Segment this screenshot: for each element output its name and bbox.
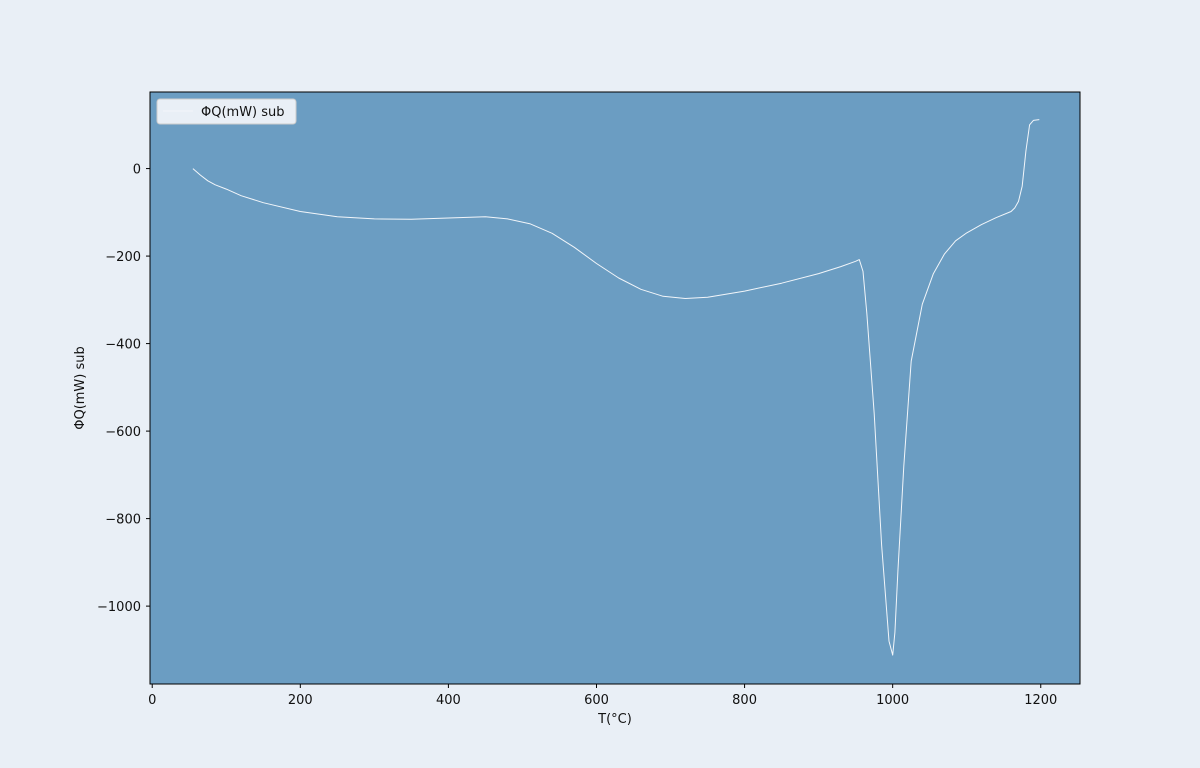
plot-area [150, 92, 1080, 684]
y-tick-label: −1000 [97, 600, 141, 615]
x-tick-label: 1000 [876, 693, 909, 708]
x-axis-label: T(°C) [597, 712, 632, 727]
x-tick-label: 1200 [1024, 693, 1057, 708]
legend: ΦQ(mW) sub [157, 99, 296, 124]
y-axis-label: ΦQ(mW) sub [73, 346, 88, 430]
x-axis-ticks: 0 200 400 600 800 1000 1200 [148, 684, 1057, 708]
y-tick-label: 0 [133, 163, 141, 178]
y-tick-label: −400 [105, 338, 141, 353]
x-tick-label: 0 [148, 693, 156, 708]
y-axis-ticks: 0 −200 −400 −600 −800 −1000 [97, 163, 150, 616]
legend-label: ΦQ(mW) sub [201, 105, 285, 120]
y-tick-label: −600 [105, 425, 141, 440]
x-tick-label: 400 [436, 693, 461, 708]
y-tick-label: −800 [105, 513, 141, 528]
x-tick-label: 600 [584, 693, 609, 708]
x-tick-label: 200 [288, 693, 313, 708]
x-tick-label: 800 [732, 693, 757, 708]
y-tick-label: −200 [105, 250, 141, 265]
